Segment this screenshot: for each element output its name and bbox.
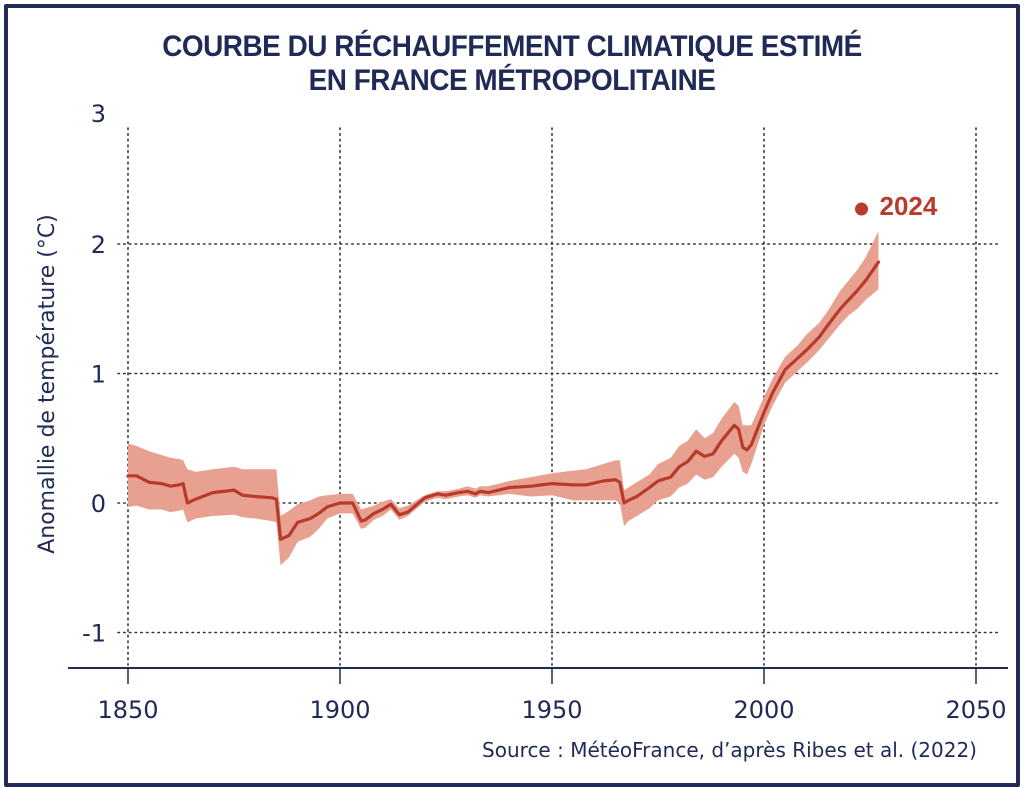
uncertainty-band <box>128 231 879 566</box>
y-axis-label: Anomallie de température (°C) <box>35 214 60 554</box>
annotation-label-2024: 2024 <box>880 191 938 221</box>
annotation-dot-2024 <box>855 202 869 216</box>
x-tick-label: 2050 <box>945 696 1006 724</box>
y-tick-labels: 3 2 1 0 -1 <box>82 100 106 648</box>
y-tick-label: 1 <box>91 361 106 389</box>
x-tick-label: 2000 <box>733 696 794 724</box>
x-tick-labels: 1850 1900 1950 2000 2050 <box>97 696 1006 724</box>
source-note: Source : MétéoFrance, d’après Ribes et a… <box>482 738 977 762</box>
chart-title-line-1: COURBE DU RÉCHAUFFEMENT CLIMATIQUE ESTIM… <box>162 30 862 63</box>
x-tick-label: 1900 <box>309 696 370 724</box>
central-line-layer <box>126 260 881 541</box>
y-tick-label: 2 <box>91 231 106 259</box>
chart-title-line-2: EN FRANCE MÉTROPOLITAINE <box>308 64 716 97</box>
central-warming-line <box>126 260 881 541</box>
uncertainty-band-layer <box>128 231 879 566</box>
x-tick-label: 1850 <box>97 696 158 724</box>
y-tick-label: -1 <box>82 620 106 648</box>
chart-title: COURBE DU RÉCHAUFFEMENT CLIMATIQUE ESTIM… <box>36 30 988 98</box>
y-tick-label: 3 <box>91 100 106 128</box>
chart-frame <box>4 4 1020 787</box>
x-tick-label: 1950 <box>521 696 582 724</box>
annotation-layer: 2024 <box>855 191 938 221</box>
grid-lines <box>117 127 1001 666</box>
y-tick-label: 0 <box>91 490 106 518</box>
x-axis <box>68 667 1008 684</box>
